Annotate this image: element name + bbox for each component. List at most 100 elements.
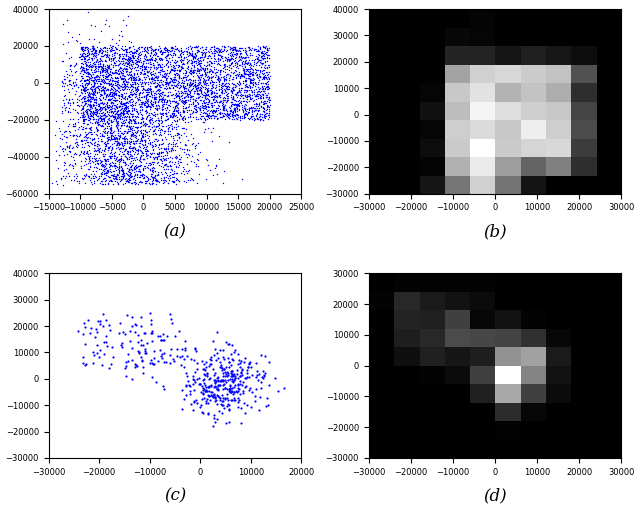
Point (153, 79, 163, 88)
Point (116, 93, 127, 101)
Point (161, 156, 172, 164)
Point (157, 101, 167, 109)
Point (114, 139, 124, 147)
Point (138, 66, 148, 74)
Point (92, 83, 102, 92)
Point (107, 162, 117, 170)
Point (118, 86, 128, 94)
Point (97, 104, 107, 112)
Point (212, 415, 222, 423)
Point (117, 164, 127, 173)
Point (149, 127, 159, 135)
Point (113, 100, 123, 108)
Point (80, 124, 90, 132)
Point (138, 341, 148, 349)
Point (230, 56, 240, 64)
Point (241, 375, 252, 383)
Point (116, 92, 126, 100)
Point (131, 63, 141, 71)
Point (220, 75, 230, 83)
Point (113, 117, 123, 125)
Point (131, 179, 141, 187)
Point (117, 74, 127, 82)
Point (197, 103, 207, 111)
Point (97, 49, 108, 57)
Point (140, 63, 150, 71)
Point (81, 97, 92, 105)
Point (134, 74, 145, 82)
Point (211, 96, 221, 104)
Point (262, 50, 273, 59)
Point (135, 143, 145, 151)
Point (256, 87, 266, 95)
Point (132, 44, 143, 52)
Point (143, 101, 153, 109)
Point (103, 72, 113, 80)
Point (154, 95, 164, 103)
Point (200, 79, 210, 88)
Point (114, 92, 124, 100)
Point (86, 93, 97, 101)
Point (77, 66, 87, 74)
Point (104, 122, 115, 130)
Point (183, 96, 193, 104)
Point (90, 109, 100, 118)
Point (258, 116, 268, 124)
Point (65, 99, 76, 107)
Point (116, 82, 126, 90)
Point (234, 87, 244, 95)
Point (230, 81, 241, 90)
Point (104, 54, 114, 62)
Point (132, 128, 142, 136)
Point (209, 376, 220, 384)
Point (149, 46, 159, 54)
Point (124, 165, 134, 173)
Point (198, 77, 209, 86)
Point (216, 53, 227, 61)
Point (153, 44, 163, 52)
Point (182, 150, 193, 158)
Point (118, 135, 129, 144)
Point (125, 174, 136, 182)
Point (93, 155, 103, 163)
Point (155, 86, 165, 94)
Point (119, 121, 129, 129)
Point (68, 115, 78, 123)
Point (140, 136, 150, 144)
Point (110, 47, 120, 55)
Point (247, 107, 257, 116)
Point (136, 43, 146, 51)
Point (184, 105, 194, 114)
Point (158, 88, 168, 96)
Point (132, 149, 143, 157)
Point (170, 45, 180, 53)
Point (191, 94, 201, 102)
Point (80, 77, 90, 85)
Point (152, 154, 163, 162)
Point (198, 384, 208, 392)
Point (95, 71, 105, 79)
Point (124, 11, 134, 19)
Point (108, 96, 118, 104)
Point (227, 341, 237, 349)
Point (211, 161, 221, 169)
Point (162, 104, 172, 112)
Point (101, 118, 111, 126)
Point (125, 38, 136, 46)
Point (212, 48, 223, 56)
Point (81, 171, 92, 179)
Point (157, 93, 168, 101)
Point (92, 146, 102, 154)
Point (209, 49, 219, 58)
Point (195, 106, 205, 114)
Point (102, 124, 113, 132)
Point (209, 101, 219, 109)
Point (232, 72, 243, 80)
Point (138, 44, 148, 52)
Point (141, 67, 152, 75)
Point (140, 349, 150, 357)
Point (93, 118, 103, 126)
Point (189, 87, 199, 95)
Point (126, 71, 136, 79)
Point (248, 77, 259, 86)
